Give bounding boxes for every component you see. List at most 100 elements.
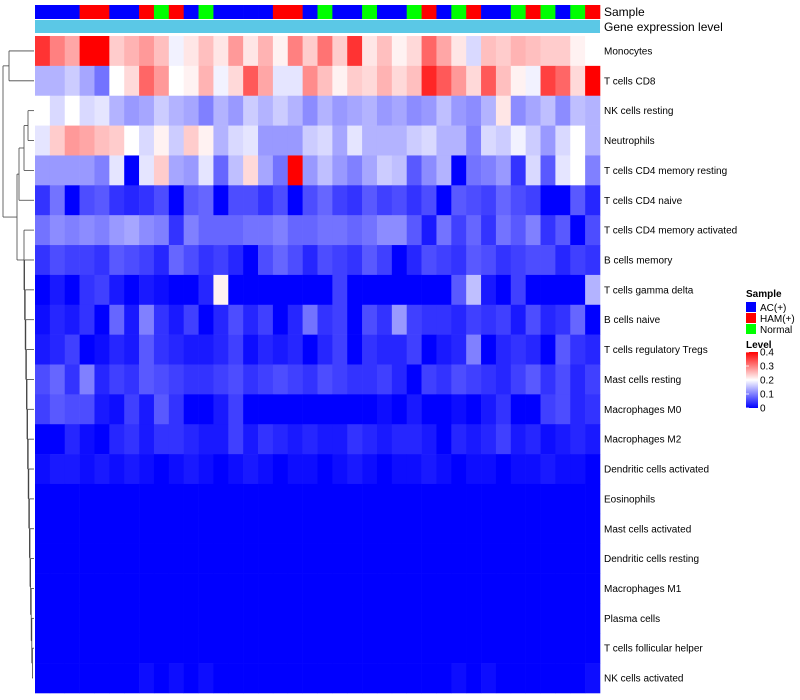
- heatmap-cell: [213, 633, 229, 664]
- sample-annotation-cell: [183, 5, 199, 19]
- row-label: Dendritic cells activated: [604, 465, 709, 476]
- row-label: B cells memory: [604, 255, 672, 266]
- heatmap-cell: [79, 185, 95, 216]
- heatmap-cell: [540, 364, 556, 395]
- heatmap-cell: [139, 424, 155, 455]
- heatmap-cell: [168, 603, 184, 634]
- heatmap-cell: [466, 364, 482, 395]
- heatmap-cell: [406, 155, 422, 186]
- heatmap-cell: [406, 36, 422, 67]
- heatmap-cell: [124, 483, 140, 515]
- heatmap-cell: [347, 155, 363, 186]
- heatmap-cell: [481, 125, 497, 156]
- heatmap-cell: [436, 65, 452, 97]
- heatmap-cell: [421, 215, 437, 246]
- heatmap-cell: [243, 513, 259, 544]
- heatmap-cell: [466, 65, 482, 97]
- heatmap-cell: [109, 185, 125, 216]
- heatmap-cell: [94, 125, 110, 156]
- heatmap-cell: [376, 364, 393, 395]
- heatmap-cell: [376, 245, 393, 276]
- heatmap-cell: [272, 454, 289, 485]
- heatmap-cell: [332, 36, 348, 67]
- heatmap-cell: [49, 36, 66, 67]
- heatmap-cell: [35, 483, 51, 515]
- heatmap-cell: [49, 513, 66, 544]
- heatmap-cell: [183, 125, 199, 156]
- heatmap-cell: [347, 663, 363, 694]
- heatmap-cell: [451, 454, 467, 485]
- sample-annotation-cell: [481, 5, 497, 19]
- level-tick-label: 0: [760, 404, 766, 415]
- heatmap-cell: [287, 155, 303, 186]
- sample-annotation-cell: [376, 5, 393, 19]
- heatmap-cell: [109, 155, 125, 186]
- heatmap-cell: [109, 483, 125, 515]
- heatmap-cell: [540, 513, 556, 544]
- heatmap-cell: [451, 633, 467, 664]
- heatmap-cell: [272, 274, 289, 306]
- heatmap-cell: [168, 483, 184, 515]
- heatmap-cell: [362, 633, 378, 664]
- heatmap-cell: [481, 245, 497, 276]
- heatmap-cell: [495, 185, 512, 216]
- heatmap-cell: [495, 483, 512, 515]
- heatmap-cell: [124, 125, 140, 156]
- heatmap-cell: [362, 245, 378, 276]
- level-tick-label: 0.1: [760, 390, 774, 401]
- heatmap-cell: [555, 215, 571, 246]
- heatmap-cell: [495, 36, 512, 67]
- heatmap-cell: [481, 364, 497, 395]
- heatmap-cell: [79, 125, 95, 156]
- heatmap-cell: [302, 513, 318, 544]
- heatmap-cell: [510, 513, 526, 544]
- heatmap-cell: [555, 394, 571, 425]
- heatmap-cell: [64, 483, 80, 515]
- heatmap-cell: [570, 155, 586, 186]
- heatmap-cell: [391, 274, 408, 306]
- heatmap-cell: [406, 454, 422, 485]
- heatmap-cell: [79, 633, 95, 664]
- heatmap-cell: [228, 65, 244, 97]
- heatmap-cell: [347, 603, 363, 634]
- heatmap-cell: [317, 454, 333, 485]
- legend-label-ac: AC(+): [760, 303, 786, 314]
- heatmap-cell: [168, 633, 184, 664]
- heatmap-cell: [362, 454, 378, 485]
- heatmap-cell: [302, 304, 318, 335]
- heatmap-cell: [153, 334, 170, 365]
- sample-annotation-cell: [555, 5, 571, 19]
- heatmap-cell: [64, 185, 80, 216]
- heatmap-cell: [495, 364, 512, 395]
- heatmap-cell: [466, 304, 482, 335]
- heatmap-cell: [168, 36, 184, 67]
- heatmap-cell: [495, 513, 512, 544]
- heatmap-cell: [466, 125, 482, 156]
- heatmap-cell: [124, 274, 140, 306]
- heatmap-cell: [406, 424, 422, 455]
- heatmap-cell: [228, 334, 244, 365]
- sample-annotation-cell: [153, 5, 170, 19]
- heatmap-cell: [481, 215, 497, 246]
- heatmap-cell: [376, 274, 393, 306]
- heatmap-cell: [153, 543, 170, 574]
- heatmap-cell: [332, 304, 348, 335]
- heatmap-cell: [570, 543, 586, 574]
- heatmap-cell: [124, 543, 140, 574]
- row-label: Dendritic cells resting: [604, 554, 699, 565]
- heatmap-cell: [64, 424, 80, 455]
- heatmap-cell: [347, 424, 363, 455]
- heatmap-cell: [183, 543, 199, 574]
- heatmap-cell: [347, 334, 363, 365]
- row-label: Mast cells activated: [604, 524, 691, 535]
- heatmap-cell: [168, 274, 184, 306]
- heatmap-cell: [183, 573, 199, 604]
- heatmap-cell: [525, 513, 541, 544]
- heatmap-cell: [376, 334, 393, 365]
- heatmap-cell: [451, 274, 467, 306]
- heatmap-cell: [213, 334, 229, 365]
- heatmap-cell: [49, 65, 66, 97]
- heatmap-cell: [585, 125, 601, 156]
- heatmap-cell: [436, 663, 452, 694]
- heatmap-cell: [555, 543, 571, 574]
